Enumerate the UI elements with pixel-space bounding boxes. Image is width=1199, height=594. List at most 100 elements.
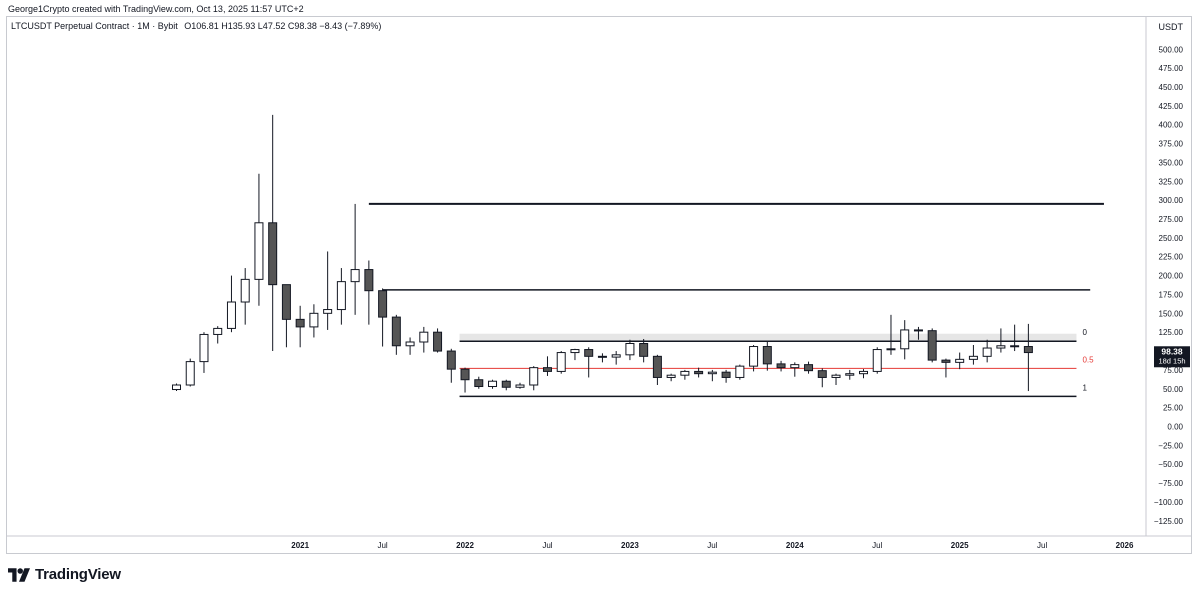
- last-price-value: 98.38: [1161, 346, 1183, 356]
- x-axis-tick-label: 2023: [621, 541, 639, 550]
- candle-body[interactable]: [735, 365, 745, 378]
- candle-body[interactable]: [1010, 345, 1020, 348]
- candle-body[interactable]: [790, 364, 800, 369]
- bar-countdown: 18d 15h: [1158, 356, 1185, 365]
- candle-body[interactable]: [515, 384, 525, 388]
- candle-body[interactable]: [295, 318, 305, 328]
- candle-body[interactable]: [391, 316, 401, 347]
- candle-body[interactable]: [872, 349, 882, 372]
- candle-body[interactable]: [488, 380, 498, 388]
- y-axis-tick-label: 75.00: [1163, 366, 1184, 375]
- y-axis-tick-label: 325.00: [1159, 177, 1184, 186]
- candle-body[interactable]: [309, 312, 319, 328]
- candle-body[interactable]: [570, 349, 580, 354]
- candle-body[interactable]: [254, 222, 264, 280]
- y-axis-tick-label: −50.00: [1158, 460, 1183, 469]
- candle-body[interactable]: [584, 349, 594, 357]
- candle-body[interactable]: [350, 269, 360, 283]
- candle-body[interactable]: [968, 355, 978, 360]
- candle-body[interactable]: [680, 370, 690, 376]
- tradingview-logo-text: TradingView: [35, 566, 121, 583]
- candle-body[interactable]: [460, 368, 470, 381]
- candle-body[interactable]: [446, 350, 456, 370]
- x-axis-tick-label: 2024: [786, 541, 804, 550]
- y-axis-tick-label: 150.00: [1159, 309, 1184, 318]
- candle-body[interactable]: [666, 374, 676, 378]
- y-axis-tick-label: 200.00: [1159, 272, 1184, 281]
- candle-body[interactable]: [172, 384, 181, 391]
- candle-body[interactable]: [433, 331, 443, 352]
- candle-body[interactable]: [1023, 346, 1033, 354]
- candle-body[interactable]: [900, 329, 910, 350]
- candle-body[interactable]: [419, 331, 429, 343]
- y-axis-tick-label: 0.00: [1167, 423, 1183, 432]
- candle-body[interactable]: [542, 367, 552, 372]
- candle-body[interactable]: [556, 352, 566, 372]
- y-axis-tick-label: 425.00: [1159, 102, 1184, 111]
- candle-body[interactable]: [268, 222, 278, 286]
- y-axis-tick-label: −100.00: [1154, 498, 1184, 507]
- chart-frame: [6, 16, 1192, 554]
- candle-body[interactable]: [707, 371, 717, 375]
- candle-body[interactable]: [941, 359, 951, 363]
- candle-body[interactable]: [652, 355, 662, 378]
- candle-body[interactable]: [762, 346, 772, 365]
- candle-body[interactable]: [185, 361, 195, 386]
- candle-body[interactable]: [955, 358, 965, 363]
- candle-body[interactable]: [405, 341, 415, 347]
- candle-body[interactable]: [927, 330, 937, 361]
- candle-body[interactable]: [529, 367, 539, 386]
- chart-symbol-title: LTCUSDT Perpetual Contract · 1M · Bybit: [11, 21, 178, 31]
- y-axis-tick-label: 250.00: [1159, 234, 1184, 243]
- x-axis-tick-label: 2026: [1116, 541, 1134, 550]
- candle-body[interactable]: [749, 346, 759, 367]
- candle-body[interactable]: [226, 301, 236, 329]
- candle-body[interactable]: [982, 347, 992, 357]
- y-axis-tick-label: 175.00: [1159, 290, 1184, 299]
- y-axis-tick-label: 50.00: [1163, 385, 1184, 394]
- candle-body[interactable]: [913, 329, 923, 332]
- candle-body[interactable]: [996, 345, 1006, 349]
- candle-body[interactable]: [886, 348, 896, 351]
- candle-body[interactable]: [597, 355, 607, 358]
- y-axis-tick-label: −75.00: [1158, 479, 1183, 488]
- y-axis-tick-label: 475.00: [1159, 64, 1184, 73]
- currency-label: USDT: [1159, 22, 1184, 32]
- candle-body[interactable]: [845, 373, 855, 376]
- candle-body[interactable]: [804, 364, 814, 372]
- y-axis-tick-label: 275.00: [1159, 215, 1184, 224]
- candle-body[interactable]: [364, 269, 374, 292]
- candle-body[interactable]: [323, 309, 333, 314]
- candle-body[interactable]: [817, 370, 827, 378]
- y-axis-tick-label: −125.00: [1154, 517, 1184, 526]
- candle-body[interactable]: [281, 284, 291, 320]
- svg-text:LTCUSDT Perpetual Contract · 1: LTCUSDT Perpetual Contract · 1M · Bybit …: [11, 21, 381, 31]
- y-axis-tick-label: 500.00: [1159, 45, 1184, 54]
- candle-body[interactable]: [336, 281, 346, 311]
- candle-body[interactable]: [831, 374, 841, 378]
- x-axis-tick-label: Jul: [377, 541, 387, 550]
- tradingview-logo[interactable]: TradingView: [8, 566, 121, 583]
- candle-body[interactable]: [721, 371, 731, 378]
- ohlc-readout: O106.81 H135.93 L47.52 C98.38 −8.43 (−7.…: [184, 21, 381, 31]
- y-axis-tick-label: 300.00: [1159, 196, 1184, 205]
- candle-body[interactable]: [501, 380, 511, 388]
- candle-body[interactable]: [213, 327, 223, 335]
- y-axis-tick-label: −25.00: [1158, 441, 1183, 450]
- candle-body[interactable]: [859, 370, 868, 375]
- candle-body[interactable]: [474, 379, 484, 388]
- x-axis-tick-label: Jul: [542, 541, 552, 550]
- y-axis-tick-label: 450.00: [1159, 83, 1184, 92]
- candle-body[interactable]: [639, 343, 649, 357]
- chart-attribution: George1Crypto created with TradingView.c…: [8, 4, 304, 14]
- candle-body[interactable]: [378, 290, 388, 318]
- candle-body[interactable]: [199, 333, 209, 363]
- fib-level-label: 0: [1082, 328, 1087, 337]
- candle-body[interactable]: [694, 370, 704, 375]
- candle-body[interactable]: [611, 354, 621, 358]
- resistance-zone: [459, 333, 1077, 342]
- candle-body[interactable]: [240, 278, 250, 303]
- candle-body[interactable]: [625, 343, 635, 356]
- candle-body[interactable]: [776, 363, 786, 369]
